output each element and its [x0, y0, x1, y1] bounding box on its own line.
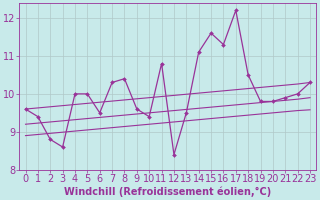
X-axis label: Windchill (Refroidissement éolien,°C): Windchill (Refroidissement éolien,°C) — [64, 187, 271, 197]
